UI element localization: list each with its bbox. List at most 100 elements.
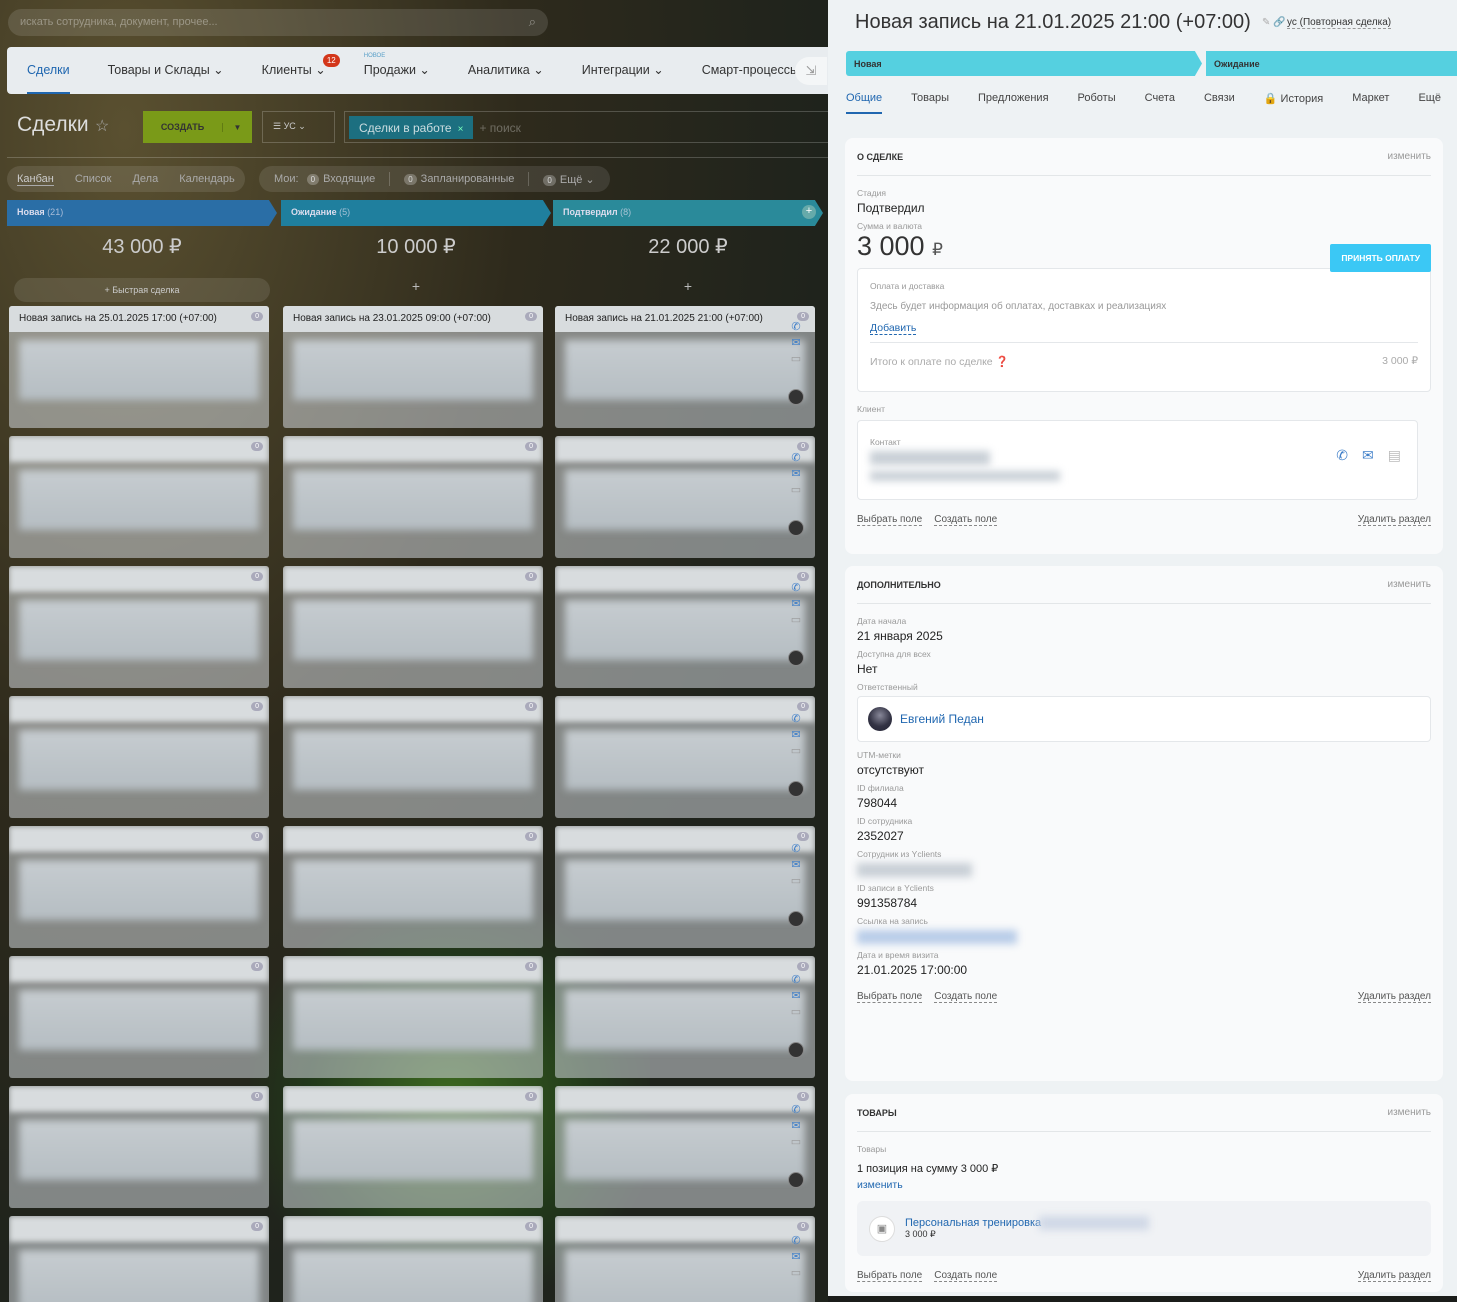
deal-card[interactable]: Новая запись на 25.01.2025 17:00 (+07:00… xyxy=(9,306,269,428)
mail-icon[interactable]: ✉ xyxy=(791,1250,801,1263)
deal-card[interactable]: 0 xyxy=(555,1086,815,1208)
chat-icon[interactable]: ▭ xyxy=(790,1136,802,1148)
deal-card[interactable]: 0 xyxy=(9,826,269,948)
responsible-box[interactable]: Евгений Педан xyxy=(857,696,1431,742)
deal-card-title[interactable]: Новая запись на 23.01.2025 09:00 (+07:00… xyxy=(283,306,543,332)
deal-card[interactable]: 0 xyxy=(9,436,269,558)
phone-icon[interactable]: ✆ xyxy=(791,973,801,986)
nav-sales[interactable]: НОВОЕ Продажи ⌄ xyxy=(364,47,430,94)
deal-card[interactable]: 0 xyxy=(555,1216,815,1302)
view-list[interactable]: Список xyxy=(74,173,112,185)
phone-icon[interactable]: ✆ xyxy=(791,712,801,725)
deal-card[interactable]: 0 xyxy=(555,696,815,818)
mail-icon[interactable]: ✉ xyxy=(791,728,801,741)
mail-icon[interactable]: ✉ xyxy=(791,859,801,871)
chat-icon[interactable]: ▭ xyxy=(790,353,802,365)
chat-icon[interactable]: ▤ xyxy=(1387,447,1401,463)
view-calendar[interactable]: Календарь xyxy=(179,173,235,185)
tab-robots[interactable]: Роботы xyxy=(1077,92,1116,104)
deal-card-title[interactable]: Новая запись на 25.01.2025 17:00 (+07:00… xyxy=(9,306,269,332)
deal-card[interactable]: 0 xyxy=(9,956,269,1078)
phone-icon[interactable]: ✆ xyxy=(791,451,801,464)
stage-waiting[interactable]: Ожидание xyxy=(1206,51,1457,76)
phone-icon[interactable]: ✆ xyxy=(791,1234,801,1247)
deal-card[interactable]: Новая запись на 23.01.2025 09:00 (+07:00… xyxy=(283,306,543,428)
add-stage-icon[interactable]: + xyxy=(802,205,816,219)
deal-card[interactable]: 0 xyxy=(283,826,543,948)
select-field-link[interactable]: Выбрать поле xyxy=(857,514,923,526)
edit-link[interactable]: изменить xyxy=(1387,579,1431,590)
deal-card[interactable]: 0 xyxy=(283,436,543,558)
filter-search-input[interactable]: Сделки в работе × + поиск xyxy=(344,111,828,143)
chat-icon[interactable]: ▭ xyxy=(790,744,802,757)
mail-icon[interactable]: ✉ xyxy=(791,1120,801,1132)
close-icon[interactable]: × xyxy=(457,124,464,135)
tab-history[interactable]: 🔒 История xyxy=(1263,93,1324,105)
counter-more[interactable]: 0 Ещё ⌄ xyxy=(543,173,595,186)
select-field-link[interactable]: Выбрать поле xyxy=(857,991,923,1003)
create-field-link[interactable]: Создать поле xyxy=(934,1270,998,1282)
deal-card[interactable]: 0 xyxy=(555,566,815,688)
chat-icon[interactable]: ▭ xyxy=(790,1005,802,1018)
mail-icon[interactable]: ✉ xyxy=(1362,447,1374,463)
filter-button[interactable]: ☰ УС ⌄ xyxy=(262,111,335,143)
deal-card[interactable]: 0 xyxy=(9,1216,269,1302)
chat-icon[interactable]: ▭ xyxy=(790,483,802,496)
star-icon[interactable]: ☆ xyxy=(95,118,110,135)
change-goods-link[interactable]: изменить xyxy=(857,1179,903,1191)
deal-card-title[interactable]: Новая запись на 21.01.2025 21:00 (+07:00… xyxy=(555,306,815,332)
deal-card[interactable]: 0 xyxy=(9,1086,269,1208)
phone-icon[interactable]: ✆ xyxy=(791,582,801,594)
deal-card[interactable]: 0 xyxy=(555,436,815,558)
delete-section-link[interactable]: Удалить раздел xyxy=(1357,1270,1431,1282)
tab-invoices[interactable]: Счета xyxy=(1144,92,1175,104)
tab-offers[interactable]: Предложения xyxy=(978,92,1049,104)
product-link[interactable]: Персональная тренировка xyxy=(905,1217,1042,1229)
quick-deal-button[interactable]: + Быстрая сделка xyxy=(14,278,270,302)
tab-links[interactable]: Связи xyxy=(1203,92,1235,104)
tab-general[interactable]: Общие xyxy=(846,92,883,114)
help-icon[interactable]: ❓ xyxy=(995,356,1009,368)
chat-icon[interactable]: ▭ xyxy=(790,875,802,887)
phone-icon[interactable]: ✆ xyxy=(1336,447,1349,463)
collapse-icon[interactable]: ⇲ xyxy=(795,57,827,85)
add-deal-button[interactable]: + xyxy=(411,278,421,294)
phone-icon[interactable]: ✆ xyxy=(791,1104,801,1116)
accept-payment-button[interactable]: ПРИНЯТЬ ОПЛАТУ xyxy=(1330,244,1431,272)
select-field-link[interactable]: Выбрать поле xyxy=(857,1270,923,1282)
counter-planned[interactable]: 0 Запланированные xyxy=(404,173,514,185)
deal-card[interactable]: Новая запись на 21.01.2025 21:00 (+07:00… xyxy=(555,306,815,428)
deal-card[interactable]: 0 xyxy=(555,956,815,1078)
deal-card[interactable]: 0 xyxy=(9,696,269,818)
tab-market[interactable]: Маркет xyxy=(1352,92,1390,104)
edit-icon[interactable]: ✎ 🔗 xyxy=(1262,17,1286,28)
deal-type-selector[interactable]: ус (Повторная сделка) xyxy=(1287,17,1392,29)
column-header[interactable]: Новая (21) xyxy=(7,200,277,226)
tab-more[interactable]: Ещё xyxy=(1418,92,1441,104)
column-header[interactable]: Подтвердил (8) xyxy=(553,200,823,226)
create-field-link[interactable]: Создать поле xyxy=(934,514,998,526)
deal-card[interactable]: 0 xyxy=(555,826,815,948)
deal-card[interactable]: 0 xyxy=(283,956,543,1078)
view-kanban[interactable]: Канбан xyxy=(17,172,54,186)
deal-card[interactable]: 0 xyxy=(9,566,269,688)
delete-section-link[interactable]: Удалить раздел xyxy=(1357,991,1431,1003)
column-header[interactable]: Ожидание (5) xyxy=(281,200,551,226)
nav-smart[interactable]: Смарт-процессы xyxy=(701,63,799,77)
stage-new[interactable]: Новая xyxy=(846,51,1202,76)
chat-icon[interactable]: ▭ xyxy=(790,1266,802,1279)
mail-icon[interactable]: ✉ xyxy=(791,989,801,1002)
nav-integrations[interactable]: Интеграции ⌄ xyxy=(581,63,664,77)
mail-icon[interactable]: ✉ xyxy=(791,598,801,610)
create-button[interactable]: СОЗДАТЬ ▼ xyxy=(143,111,252,143)
mail-icon[interactable]: ✉ xyxy=(791,467,801,480)
global-search-input[interactable]: искать сотрудника, документ, прочее... ⌕ xyxy=(8,9,548,36)
view-activities[interactable]: Дела xyxy=(132,173,159,185)
add-deal-button[interactable]: + xyxy=(683,278,693,294)
edit-link[interactable]: изменить xyxy=(1387,151,1431,162)
mail-icon[interactable]: ✉ xyxy=(791,337,801,349)
chat-icon[interactable]: ▭ xyxy=(790,614,802,626)
deal-card[interactable]: 0 xyxy=(283,566,543,688)
filter-chip[interactable]: Сделки в работе × xyxy=(349,116,474,139)
delete-section-link[interactable]: Удалить раздел xyxy=(1357,514,1431,526)
